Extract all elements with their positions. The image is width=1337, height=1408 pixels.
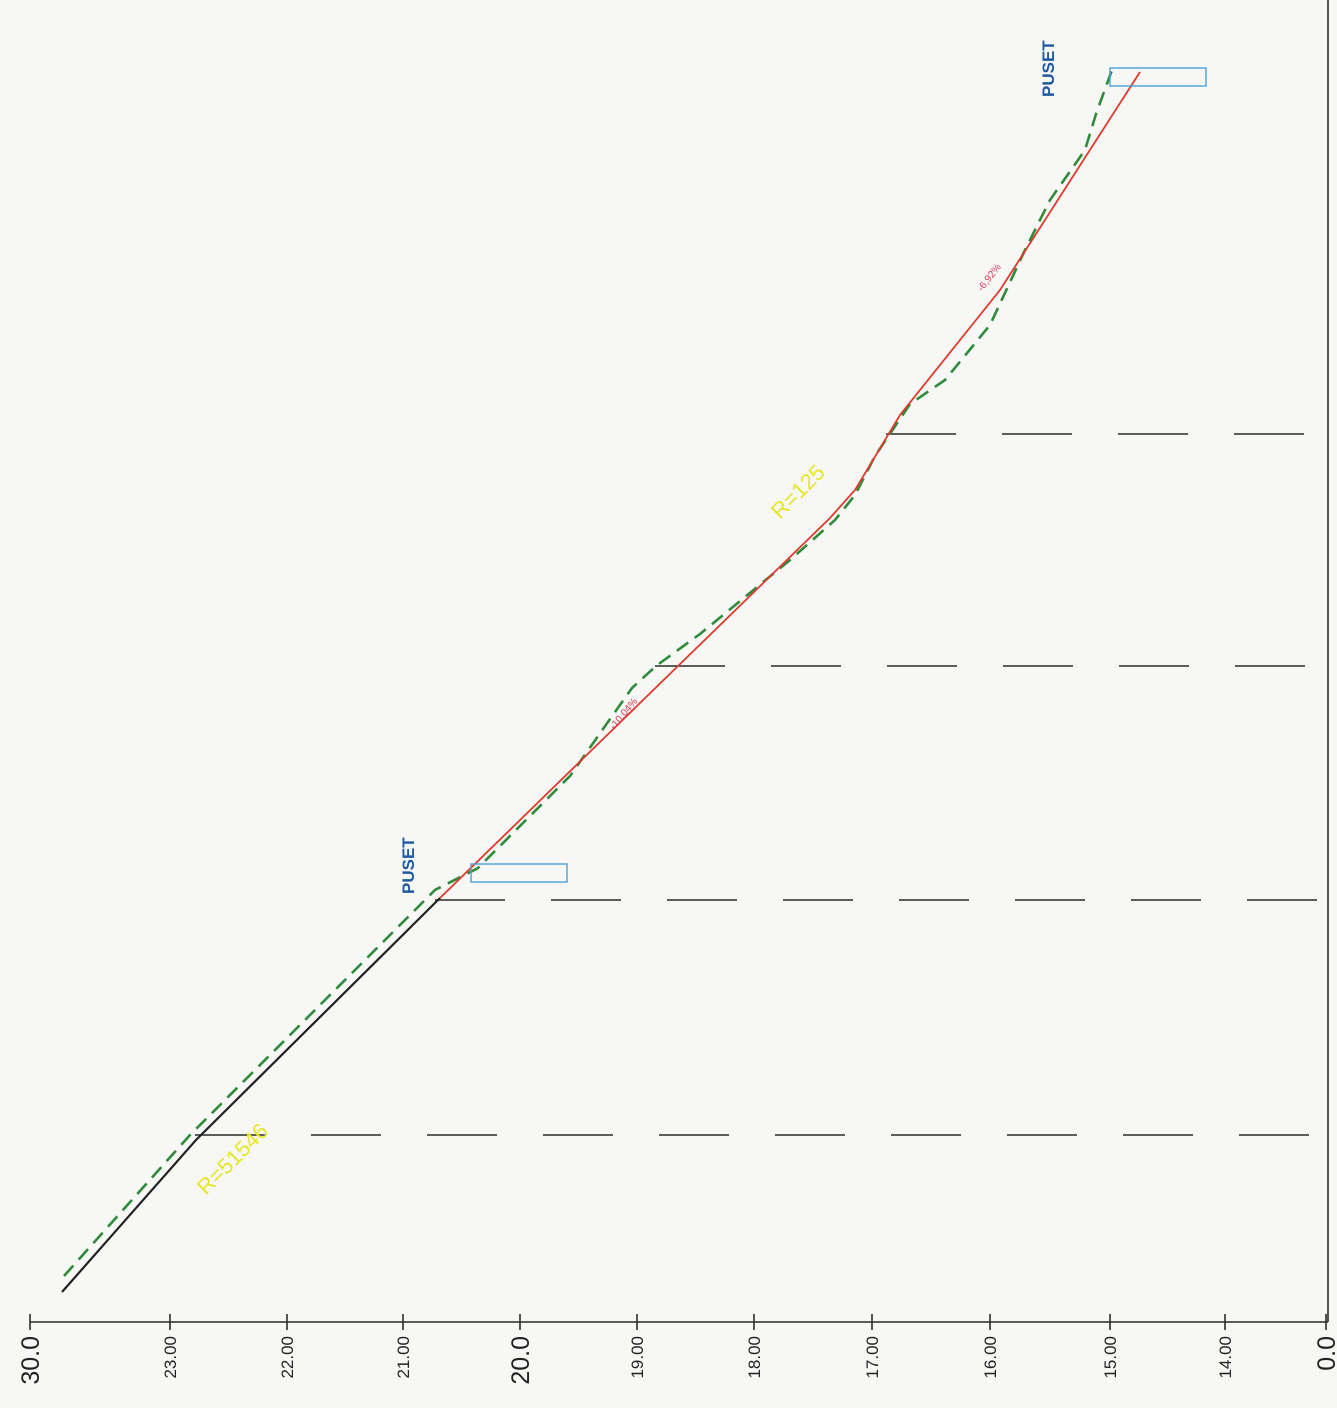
marker-label-1: PUSET [399,837,418,894]
axis-tick-label: 0.0 [1313,1336,1337,1371]
marker-box-1 [470,863,568,883]
axis-tick-label: 19.00 [628,1336,647,1379]
axis-tick-label: 23.00 [161,1336,180,1379]
slope-label-1: -10,04% [608,696,640,732]
design-line-lower [61,897,441,1293]
axis-tick-label: 30.0 [17,1336,45,1385]
radius-label-2: R=125 [766,460,830,524]
axis-tick-label: 14.00 [1216,1336,1235,1379]
marker-label-2: PUSET [1039,40,1058,97]
axis-ticks: 30.0 23.00 22.00 21.00 20.0 19.00 18.00 17.00 16… [17,1314,1337,1385]
axis-tick-label: 17.00 [863,1336,882,1379]
axis-tick-label: 16.00 [981,1336,1000,1379]
axis-tick-label: 15.00 [1101,1336,1120,1379]
axis-tick-label: 21.00 [394,1336,413,1379]
design-line-upper [439,71,1141,899]
axis-tick-label: 22.00 [278,1336,297,1379]
radius-label-1: R=51546 [192,1118,273,1199]
station-lines [195,433,1328,1136]
axis-tick-label: 18.00 [745,1336,764,1379]
marker-box-2 [1109,67,1207,87]
axis-tick-label: 20.0 [507,1336,535,1385]
existing-ground-line [63,68,1114,1277]
